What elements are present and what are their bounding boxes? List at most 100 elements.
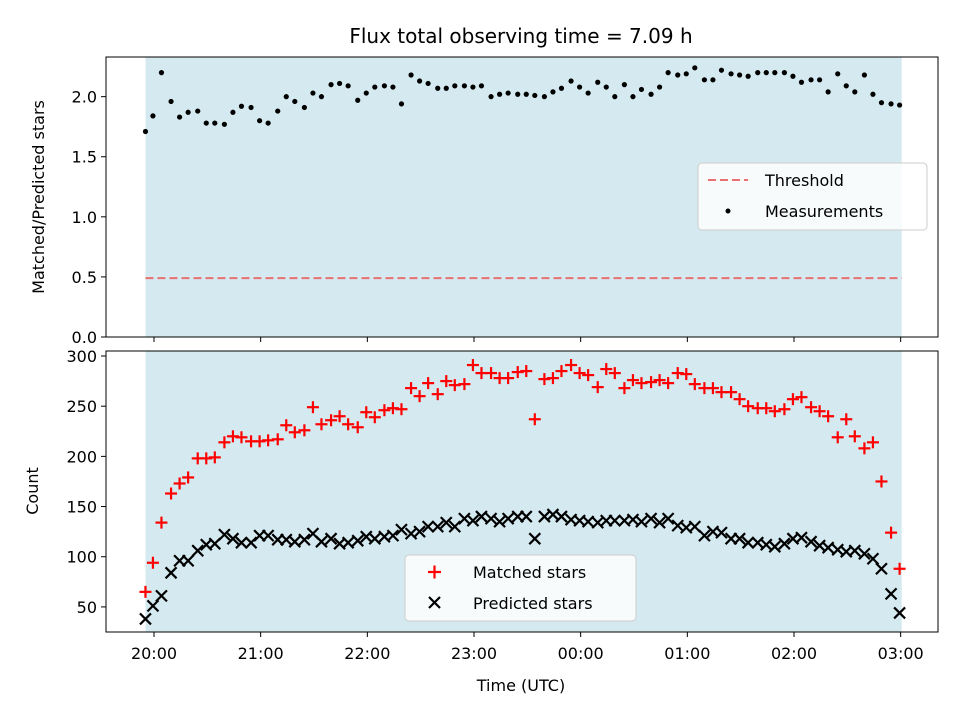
matched-star-point (325, 414, 338, 427)
predicted-star-point (386, 529, 400, 542)
measurement-point (755, 70, 761, 76)
matched-star-point (502, 372, 515, 385)
x-tick-label: 00:00 (558, 644, 604, 663)
measurement-point (248, 104, 254, 111)
predicted-star-point (528, 532, 542, 545)
measurement-point (318, 94, 325, 100)
measurement-point (541, 94, 548, 100)
measurement-point (523, 91, 529, 97)
predicted-star-point (741, 536, 755, 549)
predicted-star-point (661, 512, 675, 525)
matched-star-point (582, 369, 595, 382)
matched-star-point (795, 391, 808, 404)
y-tick-label: 100 (66, 548, 97, 567)
measurement-point (195, 108, 201, 114)
matched-star-point (858, 442, 871, 455)
matched-star-point (218, 436, 231, 449)
measurement-point (478, 83, 485, 89)
matched-star-point (866, 436, 879, 449)
matched-star-point (360, 406, 373, 419)
measurement-point (648, 91, 654, 97)
bottom-y-axis-title: Count (23, 467, 42, 515)
x-tick-label: 23:00 (451, 644, 497, 663)
predicted-star-point (501, 512, 515, 525)
measurement-point (158, 70, 165, 76)
bottom-plot-frame (105, 350, 939, 633)
measurement-point (221, 121, 227, 127)
matched-star-point (368, 411, 381, 424)
measurement-point (585, 90, 591, 96)
matched-star-point (591, 381, 604, 394)
measurement-point (470, 84, 476, 90)
measurement-point (798, 79, 805, 85)
matched-star-point (528, 413, 541, 426)
measurement-point (301, 104, 307, 111)
matched-star-point (431, 388, 444, 401)
measurement-point (772, 70, 778, 76)
flux-ratio-panel: Flux total observing time = 7.09 h 0.0 0.… (29, 24, 939, 347)
predicted-star-point (475, 510, 488, 523)
measurement-point (390, 84, 396, 90)
measurement-point (443, 85, 449, 91)
matched-star-point (555, 365, 568, 378)
measurement-point (452, 83, 458, 89)
matched-star-point (573, 367, 586, 380)
top-y-axis-title: Matched/Predicted stars (29, 100, 48, 294)
measurement-point (398, 101, 405, 107)
measurement-point (417, 78, 423, 84)
matched-star-point (288, 426, 301, 439)
y-tick-label: 1.0 (72, 208, 97, 227)
predicted-star-point (351, 534, 365, 547)
legend-matched-label: Matched stars (473, 563, 586, 582)
predicted-star-point (341, 536, 355, 549)
measurement-point (861, 72, 868, 78)
legend-predicted-swatch (428, 596, 441, 609)
matched-star-point (626, 374, 639, 387)
predicted-star-point (893, 606, 906, 620)
measurement-point (630, 94, 636, 100)
predicted-star-point (884, 587, 898, 601)
predicted-star-point (733, 532, 746, 545)
y-tick-label: 200 (66, 447, 97, 466)
matched-star-point (893, 562, 906, 575)
measurement-point (737, 72, 743, 78)
matched-star-point (395, 403, 408, 416)
matched-star-point (306, 401, 319, 414)
measurement-point (345, 83, 351, 89)
predicted-star-point (146, 599, 160, 613)
measurement-point (142, 128, 149, 135)
matched-star-point (342, 418, 355, 431)
measurement-point (185, 109, 191, 115)
matched-star-point (485, 367, 498, 380)
matched-star-point (458, 378, 471, 391)
predicted-star-point (644, 512, 658, 525)
predicted-star-point (795, 531, 808, 544)
predicted-star-point (555, 510, 568, 523)
legend-measurements-swatch (725, 208, 731, 214)
matched-star-point (565, 359, 578, 372)
matched-star-point (466, 359, 479, 372)
measurement-point (275, 108, 281, 114)
top-legend: Threshold Measurements (697, 162, 928, 231)
measurement-point (692, 65, 698, 71)
predicted-star-point (368, 532, 382, 545)
matched-star-point (600, 363, 613, 376)
measurement-point (337, 80, 343, 87)
matched-star-point (298, 424, 311, 437)
measurement-point (728, 71, 734, 77)
matched-star-point (662, 377, 675, 390)
matched-star-point (208, 451, 221, 464)
predicted-star-point (261, 529, 275, 542)
legend-measurements-label: Measurements (765, 202, 883, 221)
matched-star-point (139, 585, 152, 598)
measurement-point (461, 83, 467, 89)
predicted-star-point (858, 547, 871, 560)
predicted-star-point (804, 535, 818, 548)
predicted-star-point (493, 515, 506, 528)
measurement-point (701, 77, 708, 83)
predicted-star-point (821, 541, 835, 554)
measurement-point (230, 109, 236, 115)
matched-star-point (680, 368, 693, 381)
matched-star-point (608, 367, 621, 380)
